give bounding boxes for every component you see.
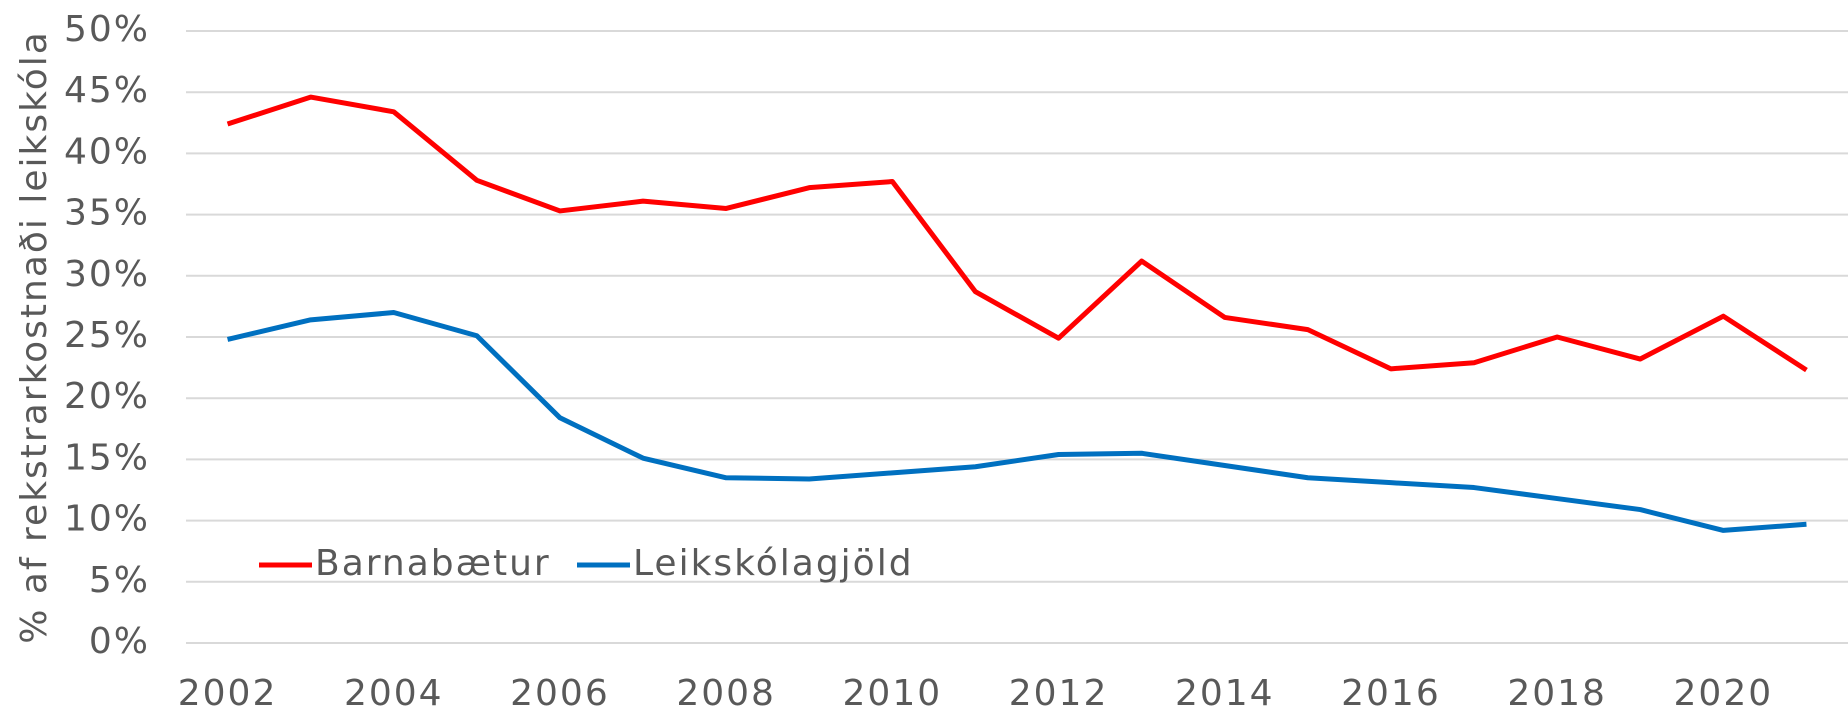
x-tick-label: 2006 bbox=[510, 673, 610, 714]
x-tick-label: 2018 bbox=[1507, 673, 1607, 714]
y-tick-label: 5% bbox=[89, 560, 150, 601]
y-tick-label: 30% bbox=[64, 254, 150, 295]
x-tick-label: 2016 bbox=[1341, 673, 1441, 714]
x-tick-label: 2004 bbox=[344, 673, 444, 714]
x-tick-label: 2012 bbox=[1009, 673, 1109, 714]
y-tick-label: 50% bbox=[64, 9, 150, 50]
y-tick-label: 40% bbox=[64, 131, 150, 172]
x-tick-label: 2014 bbox=[1175, 673, 1275, 714]
y-axis-label: % af rekstrarkostnaði leikskóla bbox=[14, 30, 55, 644]
y-tick-label: 45% bbox=[64, 70, 150, 111]
data-line bbox=[226, 310, 1807, 533]
y-tick-label: 10% bbox=[64, 499, 150, 540]
y-tick-label: 35% bbox=[64, 193, 150, 234]
y-tick-label: 15% bbox=[64, 437, 150, 478]
data-line bbox=[226, 94, 1808, 373]
y-tick-label: 25% bbox=[64, 315, 150, 356]
x-tick-label: 2020 bbox=[1674, 673, 1774, 714]
x-tick-label: 2002 bbox=[178, 673, 278, 714]
legend-label: Barnabætur bbox=[315, 543, 551, 584]
legend-label: Leikskólagjöld bbox=[633, 543, 914, 584]
y-tick-label: 20% bbox=[64, 376, 150, 417]
x-tick-label: 2010 bbox=[843, 673, 943, 714]
y-tick-label: 0% bbox=[89, 621, 150, 662]
x-tick-label: 2008 bbox=[676, 673, 776, 714]
